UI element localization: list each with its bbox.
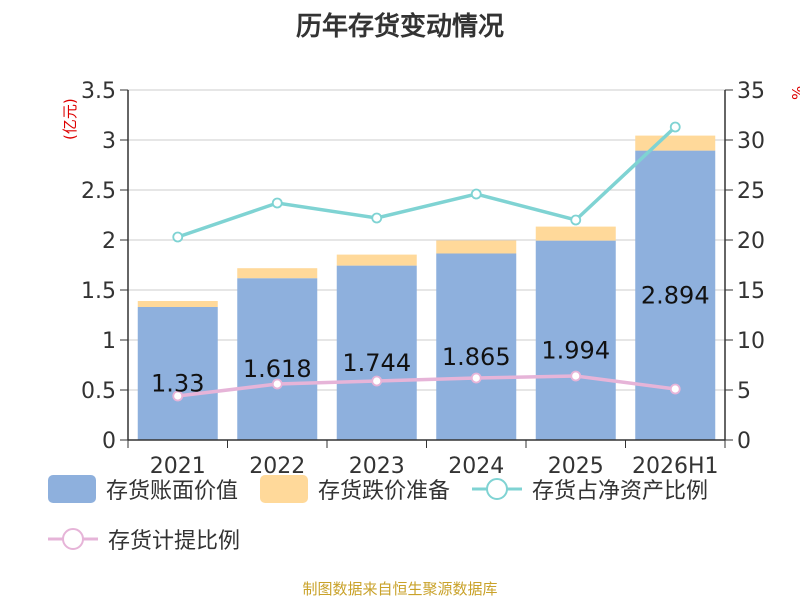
left-tick-label: 1 (102, 329, 116, 354)
bar-data-label: 1.618 (243, 355, 312, 383)
provision-ratio-point (371, 375, 383, 387)
left-tick-label: 3 (102, 129, 116, 154)
right-tick-label: 5 (737, 379, 751, 404)
bar-book-value (137, 307, 218, 440)
legend-label-book-value: 存货账面价值 (106, 479, 239, 504)
right-unit-label: % (789, 86, 800, 100)
legend-swatch-provision (260, 475, 309, 503)
bar-data-label: 1.865 (442, 343, 511, 371)
provision-ratio-point (570, 370, 582, 382)
net-asset-ratio-point (470, 188, 482, 200)
provision-ratio-point (271, 378, 283, 390)
bar-data-label: 1.994 (541, 336, 610, 364)
legend-item-book-value[interactable]: 存货账面价值 (48, 470, 238, 508)
x-tick-label: 2021 (150, 454, 206, 479)
bar-data-label: 1.33 (151, 370, 204, 398)
legend-item-provision[interactable]: 存货跌价准备 (260, 470, 450, 508)
bar-provision (635, 135, 716, 151)
right-tick-label: 35 (737, 79, 765, 104)
provision-ratio-point (470, 372, 482, 384)
legend-swatch-net-asset-ratio (472, 478, 523, 500)
provision-ratio-point (669, 383, 681, 395)
bar-book-value (436, 253, 517, 440)
legend-label-provision-ratio: 存货计提比例 (108, 529, 241, 554)
net-asset-ratio-line (177, 125, 677, 239)
legend: 存货账面价值 存货跌价准备 存货占净资产比例 存货计提比例 (48, 470, 788, 558)
net-asset-ratio-point (669, 121, 681, 133)
bar-book-value (535, 240, 616, 440)
provision-ratio-point (172, 390, 184, 402)
right-tick-label: 25 (737, 179, 765, 204)
chart-title: 历年存货变动情况 (295, 12, 504, 42)
left-tick-label: 2.5 (81, 179, 116, 204)
right-tick-label: 0 (737, 429, 751, 454)
x-tick-label: 2024 (448, 454, 504, 479)
axis-layer: 00.511.522.533.505101520253035(亿元)%20212… (61, 79, 800, 479)
source-note: 制图数据来自恒生聚源数据库 (302, 580, 498, 598)
legend-item-provision-ratio[interactable]: 存货计提比例 (48, 520, 240, 558)
legend-swatch-provision-ratio (48, 528, 98, 550)
x-tick-label: 2022 (249, 454, 305, 479)
bar-provision (137, 301, 218, 307)
left-tick-label: 1.5 (81, 279, 116, 304)
legend-label-provision: 存货跌价准备 (318, 479, 451, 504)
label-layer: 1.33 1.618 1.744 1.865 1.994 2.894 (151, 281, 710, 397)
net-asset-ratio-point (271, 197, 283, 209)
legend-item-net-asset-ratio[interactable]: 存货占净资产比例 (472, 470, 708, 508)
left-tick-label: 3.5 (81, 79, 116, 104)
right-tick-label: 30 (737, 129, 765, 154)
x-tick-label: 2025 (548, 454, 604, 479)
provision-ratio-line (177, 374, 676, 398)
left-tick-label: 0 (102, 429, 116, 454)
net-asset-ratio-point (172, 231, 184, 243)
bar-book-value (336, 265, 417, 440)
bar-provision (436, 240, 517, 254)
x-tick-label: 2023 (349, 454, 405, 479)
x-tick-label: 2026H1 (632, 454, 719, 479)
bar-layer (137, 135, 716, 440)
bar-provision (336, 254, 417, 266)
bar-book-value (237, 278, 318, 440)
left-tick-label: 2 (102, 229, 116, 254)
line-layer (172, 121, 681, 402)
net-asset-ratio-point (371, 212, 383, 224)
right-tick-label: 15 (737, 279, 765, 304)
legend-swatch-book-value (48, 475, 96, 503)
left-tick-label: 0.5 (81, 379, 116, 404)
legend-label-net-asset-ratio: 存货占净资产比例 (532, 479, 709, 504)
right-tick-label: 20 (737, 229, 765, 254)
bar-provision (535, 226, 616, 241)
right-tick-label: 10 (737, 329, 765, 354)
left-unit-label: (亿元) (61, 98, 79, 140)
bar-data-label: 1.744 (342, 349, 411, 377)
net-asset-ratio-point (570, 214, 582, 226)
bar-provision (237, 268, 318, 279)
bar-data-label: 2.894 (641, 281, 710, 309)
